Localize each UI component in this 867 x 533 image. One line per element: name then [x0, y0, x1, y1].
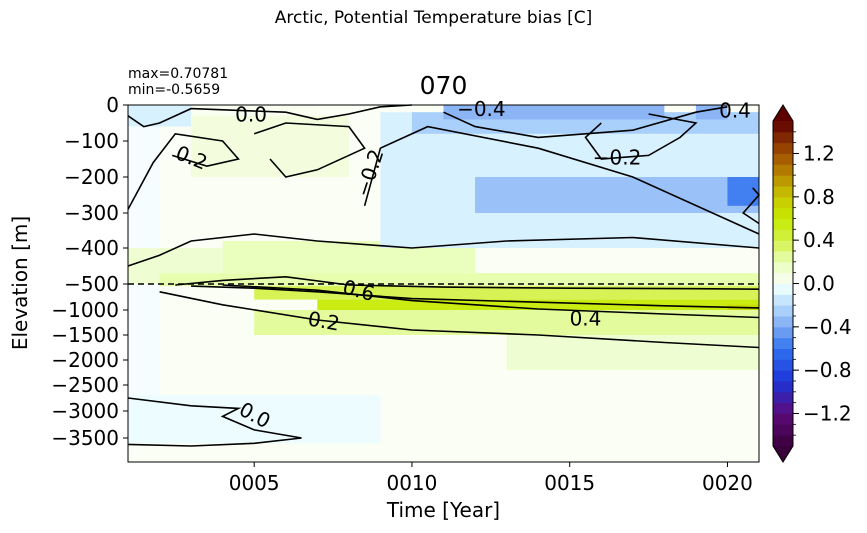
colorbar-segment [773, 435, 793, 447]
contour-line [191, 285, 760, 309]
y-tick-label: −400 [64, 236, 119, 260]
x-tick-label: 0005 [229, 471, 280, 495]
contour-line [127, 132, 240, 210]
colorbar-tick-label: 0.4 [803, 228, 835, 252]
colorbar-segment [773, 294, 793, 306]
y-axis-label: Elevation [m] [8, 216, 32, 350]
heatmap-cell [475, 177, 759, 213]
colorbar-segment [773, 240, 793, 252]
colorbar-extend-bottom [773, 446, 793, 462]
colorbar-tick-label: −0.4 [803, 315, 852, 339]
contour-label: 0.4 [570, 307, 602, 331]
contour-line [443, 106, 728, 139]
y-tick-label: −1000 [51, 298, 119, 322]
contour-label: −0.2 [593, 146, 642, 170]
chart-title: 070 [419, 71, 468, 100]
colorbar-segment [773, 186, 793, 198]
x-axis: 0005 0010 0015 0020 [229, 462, 753, 495]
y-tick-label: −100 [64, 129, 119, 153]
y-axis: 0 −100 −200 −300 −400 −500−1000−1500−2000−250… [51, 93, 128, 450]
contour-line [741, 187, 761, 225]
colorbar-segment [773, 283, 793, 295]
colorbar-segment [773, 121, 793, 133]
contour-line [175, 275, 760, 290]
colorbar-segment [773, 196, 793, 209]
colorbar-segment [773, 153, 793, 165]
contour-line [127, 104, 412, 128]
colorbar-segment [773, 229, 793, 241]
colorbar-extend-top [773, 105, 793, 121]
colorbar-segment [773, 381, 793, 393]
colorbar-segment [773, 131, 793, 144]
colorbar-segment [773, 142, 793, 154]
heatmap-cell [443, 105, 665, 120]
colorbar-tick-label: 1.2 [803, 142, 835, 166]
colorbar-segment [773, 348, 793, 360]
max-value-label: max=0.70781 [128, 66, 229, 82]
colorbar-segment [773, 337, 793, 349]
contour-line [253, 122, 366, 178]
colorbar-segment [773, 424, 793, 436]
figure-suptitle: Arctic, Potential Temperature bias [C] [274, 8, 593, 28]
contour-line [363, 125, 760, 235]
colorbar-segment [773, 272, 793, 284]
colorbar-tick-label: 0.0 [803, 272, 835, 296]
colorbar-tick-label: −1.2 [803, 402, 852, 426]
y-tick-label: −200 [64, 165, 119, 189]
x-axis-label: Time [Year] [386, 498, 500, 522]
colorbar-segment [773, 251, 793, 263]
colorbar-segment [773, 305, 793, 317]
y-tick-label: −1500 [51, 323, 119, 347]
heatmap-cell [159, 273, 760, 287]
contour-lines [127, 104, 761, 447]
contour-line [127, 397, 302, 447]
colorbar-segment [773, 370, 793, 382]
contour-line [584, 113, 698, 160]
contour-label: −0.4 [457, 97, 506, 121]
colorbar-segment [773, 413, 793, 425]
contour-line [127, 233, 760, 267]
colorbar-segment [773, 164, 793, 176]
contour-label: 0.4 [719, 99, 751, 123]
x-tick-label: 0015 [544, 471, 595, 495]
colorbar-segment [773, 218, 793, 230]
contour-line [159, 291, 760, 349]
x-tick-label: 0020 [702, 471, 753, 495]
heatmap-cell [317, 299, 759, 310]
y-tick-label: −3000 [51, 399, 119, 423]
colorbar-tick-label: 0.8 [803, 185, 835, 209]
y-tick-label: −300 [64, 201, 119, 225]
heatmap-cell [128, 105, 192, 127]
colorbar-segment [773, 326, 793, 339]
contour-label: 0.0 [235, 102, 267, 126]
y-tick-label: −3500 [51, 426, 119, 450]
y-tick-label: 0 [106, 93, 119, 117]
colorbar-segment [773, 316, 793, 328]
colorbar-segment [773, 207, 793, 219]
colorbar-segment [773, 402, 793, 414]
y-tick-label: −2500 [51, 373, 119, 397]
colorbar-tick-label: −0.8 [803, 358, 852, 382]
contour-label: 0.2 [306, 306, 341, 335]
min-value-label: min=-0.5659 [128, 82, 221, 98]
x-tick-label: 0010 [386, 471, 437, 495]
y-tick-label: −500 [64, 272, 119, 296]
colorbar: 1.2 0.8 0.4 0.0 −0.4 −0.8 −1.2 [772, 104, 852, 463]
colorbar-outline [772, 104, 794, 463]
colorbar-segment [773, 391, 793, 404]
colorbar-segment [773, 261, 793, 274]
contour-line [222, 284, 760, 319]
y-tick-label: −2000 [51, 348, 119, 372]
contour-labels: 0.00.2 −0.2−0.4−0.20.40.60.2 0.40.0 [172, 97, 750, 433]
stats-annotation: max=0.70781 min=-0.5659 [128, 66, 228, 98]
colorbar-segment [773, 175, 793, 187]
colorbar-segment [773, 359, 793, 371]
